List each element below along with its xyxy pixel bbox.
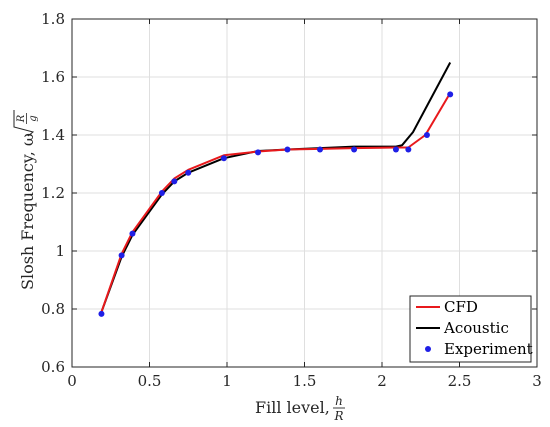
legend-label-acoustic: Acoustic: [443, 319, 509, 337]
legend-label-cfd: CFD: [444, 298, 478, 316]
x-axis-label-text: Fill level,: [255, 398, 330, 417]
y-tick-label-5: 1.6: [41, 68, 65, 86]
data-point-experiment-2: [129, 230, 136, 237]
y-axis-label-sqrt: [13, 110, 35, 137]
y-tick-label-0: 0.6: [41, 358, 65, 376]
legend: CFD Acoustic Experiment: [409, 295, 533, 363]
data-point-experiment-10: [351, 146, 358, 153]
x-tick-label-3: 1.5: [293, 372, 317, 390]
data-point-experiment-7: [255, 149, 261, 156]
x-tick-label-1: 0.5: [138, 372, 162, 390]
data-point-experiment-4: [171, 178, 178, 185]
data-point-experiment-13: [423, 132, 430, 138]
data-point-experiment-8: [284, 146, 291, 153]
y-axis-label-text: Slosh Frequency, ω: [18, 133, 37, 290]
data-point-experiment-3: [158, 190, 165, 196]
y-axis-label-numerator: R: [16, 114, 27, 123]
y-tick-label-1: 0.8: [41, 300, 65, 318]
data-point-experiment-6: [220, 155, 227, 162]
legend-label-experiment: Experiment: [444, 340, 533, 358]
ticks: 0 0.5 1 1.5 2 2.5 3 0.6 0.8 1 1.2 1.4 1.6 1.8: [41, 10, 542, 390]
data-point-experiment-9: [317, 146, 323, 153]
x-tick-label-6: 3: [532, 372, 542, 390]
y-axis-label-denominator: g: [28, 115, 39, 121]
data-point-experiment-0: [98, 310, 105, 317]
y-tick-label-4: 1.4: [41, 126, 65, 144]
x-tick-label-5: 2.5: [448, 372, 472, 390]
y-tick-label-3: 1.2: [41, 184, 65, 202]
x-tick-label-0: 0: [67, 372, 77, 390]
data-point-experiment-12: [405, 146, 412, 153]
x-tick-label-4: 2: [377, 372, 387, 390]
legend-swatch-experiment: [425, 346, 431, 352]
series-layer: [98, 62, 454, 317]
data-point-experiment-14: [447, 91, 454, 98]
data-point-experiment-1: [118, 252, 125, 259]
x-tick-label-2: 1: [222, 372, 232, 390]
x-axis-label-denominator: R: [333, 409, 343, 423]
data-point-experiment-5: [185, 169, 192, 176]
data-point-experiment-11: [392, 146, 399, 153]
x-axis-label-numerator: h: [335, 394, 343, 408]
y-axis-label: Slosh Frequency, ω R g: [13, 110, 39, 290]
y-tick-label-2: 1: [55, 242, 65, 260]
y-tick-label-6: 1.8: [41, 10, 65, 28]
x-axis-label: Fill level, h R: [255, 394, 345, 423]
